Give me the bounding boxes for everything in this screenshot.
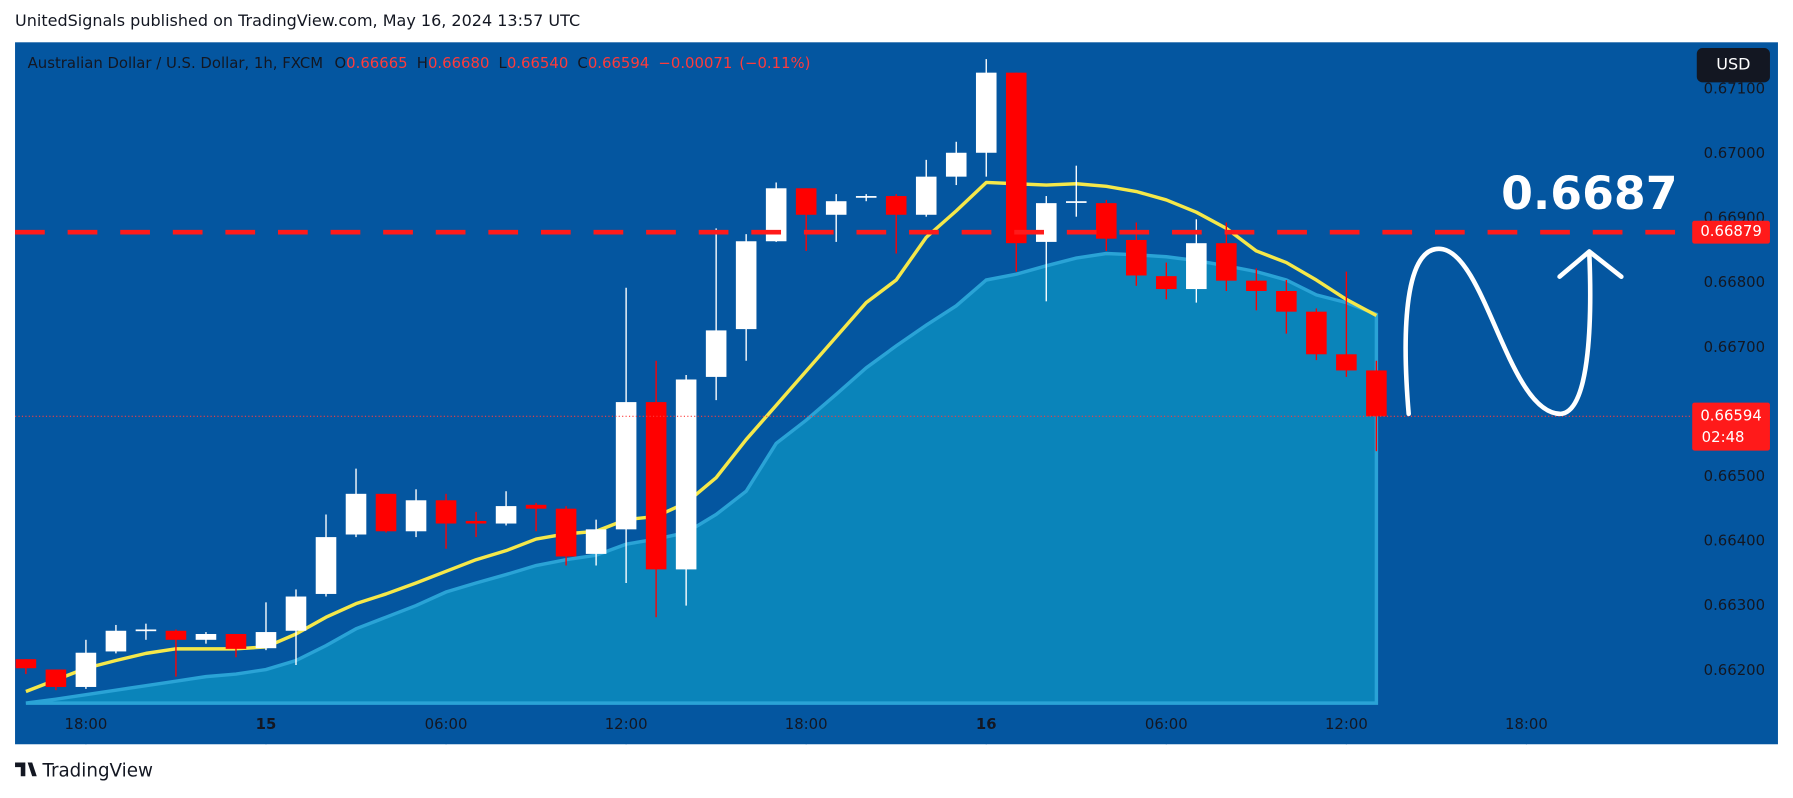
candle-body <box>1096 203 1117 239</box>
annotation: 0.6687 <box>1501 167 1677 220</box>
x-tick-label: 18:00 <box>1505 715 1548 733</box>
y-tick-label: 0.66500 <box>1704 467 1765 485</box>
legend-part: O <box>334 54 346 72</box>
candle-body <box>435 500 457 524</box>
legend-text: Australian Dollar / U.S. Dollar, 1h, FXC… <box>28 54 811 72</box>
candle-body <box>465 520 487 524</box>
x-tick-label: 18:00 <box>785 715 828 733</box>
candle-body <box>975 72 997 153</box>
last-price-box <box>1692 402 1770 451</box>
candle-body <box>45 669 67 687</box>
grid-layer: 0.662000.663000.664000.665000.666000.667… <box>65 79 1765 745</box>
candle-body <box>675 379 697 570</box>
publish-header: UnitedSignals published on TradingView.c… <box>15 11 580 30</box>
candle-body <box>495 506 517 524</box>
candle-body <box>585 529 607 554</box>
candle-body <box>855 196 877 198</box>
candle-body <box>1306 311 1327 355</box>
candle-body <box>885 196 907 215</box>
candle-body <box>255 632 277 649</box>
brand: TradingView <box>15 761 153 782</box>
candle-body <box>1156 276 1177 290</box>
last-price-label: 0.66594 <box>1700 406 1761 424</box>
legend-part: 0.66665 <box>346 54 407 72</box>
line-layer <box>25 180 1378 694</box>
candle-body <box>645 402 667 570</box>
legend-part: (−0.11%) <box>739 54 810 72</box>
candle-body <box>225 633 247 649</box>
y-tick-label: 0.66300 <box>1704 596 1765 614</box>
x-tick-label: 18:00 <box>65 715 108 733</box>
currency-button[interactable] <box>1696 48 1770 83</box>
candle-body <box>555 508 577 557</box>
candle-body <box>195 633 217 640</box>
candle-body <box>1186 243 1207 290</box>
legend-part: 0.66680 <box>428 54 489 72</box>
candle-body <box>765 188 787 242</box>
x-tick-label: 15 <box>256 715 277 733</box>
hline-label: 0.66879 <box>1700 222 1761 240</box>
candle-body <box>1336 354 1357 371</box>
brand-logo <box>15 762 37 777</box>
candle-body <box>105 630 127 652</box>
legend-part: Australian Dollar / U.S. Dollar, 1h, FXC… <box>28 54 323 72</box>
candle-body <box>615 402 637 530</box>
candle-body <box>405 500 427 532</box>
candle-body <box>135 629 157 632</box>
candle-body <box>1216 243 1237 281</box>
candle-body <box>1065 201 1087 203</box>
x-tick-label: 12:00 <box>605 715 648 733</box>
y-tick-label: 0.66700 <box>1704 338 1765 356</box>
candle-body <box>525 504 547 509</box>
y-tick-label: 0.67100 <box>1704 79 1765 97</box>
x-tick-label: 06:00 <box>1145 715 1188 733</box>
legend: Australian Dollar / U.S. Dollar, 1h, FXC… <box>28 54 811 72</box>
candle-body <box>1276 290 1297 312</box>
x-tick-label: 06:00 <box>425 715 468 733</box>
legend-part: 0.66594 <box>588 54 649 72</box>
y-tick-label: 0.66200 <box>1704 661 1765 679</box>
legend-part: H <box>417 54 428 72</box>
ma-line <box>25 180 1378 694</box>
candle-body <box>945 152 967 177</box>
legend-part: 0.66540 <box>507 54 568 72</box>
candle-body <box>345 493 367 535</box>
candle-body <box>795 188 817 215</box>
candle-layer <box>15 59 1387 691</box>
candle-body <box>285 596 307 631</box>
overlay-layer: 0.66879 0.66594 02:48 <box>15 220 1770 451</box>
candle-body <box>375 493 397 532</box>
brand-name: TradingView <box>41 761 153 782</box>
x-tick-label: 12:00 <box>1325 715 1368 733</box>
x-tick-label: 16 <box>976 715 997 733</box>
y-tick-label: 0.67000 <box>1704 144 1765 162</box>
candle-body <box>705 330 727 377</box>
candle-body <box>1035 203 1057 242</box>
legend-part: C <box>577 54 587 72</box>
currency-label[interactable]: USD <box>1716 55 1750 74</box>
hline-label-box <box>1692 220 1770 244</box>
candle-body <box>315 537 337 594</box>
candle-body <box>915 176 937 215</box>
drawn-arrow <box>1403 246 1624 417</box>
candle-body <box>825 201 847 215</box>
legend-part: L <box>499 54 508 72</box>
countdown-label: 02:48 <box>1702 428 1745 446</box>
candle-body <box>735 241 757 330</box>
candle-body <box>75 652 97 687</box>
candle-body <box>1246 280 1267 291</box>
candle-body <box>165 630 187 640</box>
y-tick-label: 0.66800 <box>1704 273 1765 291</box>
candle-body <box>1366 370 1387 417</box>
y-tick-label: 0.66400 <box>1704 532 1765 550</box>
candle-body <box>1126 239 1147 276</box>
legend-part: −0.00071 <box>658 54 732 72</box>
candle-body <box>1005 72 1027 244</box>
candle-body <box>15 659 37 669</box>
